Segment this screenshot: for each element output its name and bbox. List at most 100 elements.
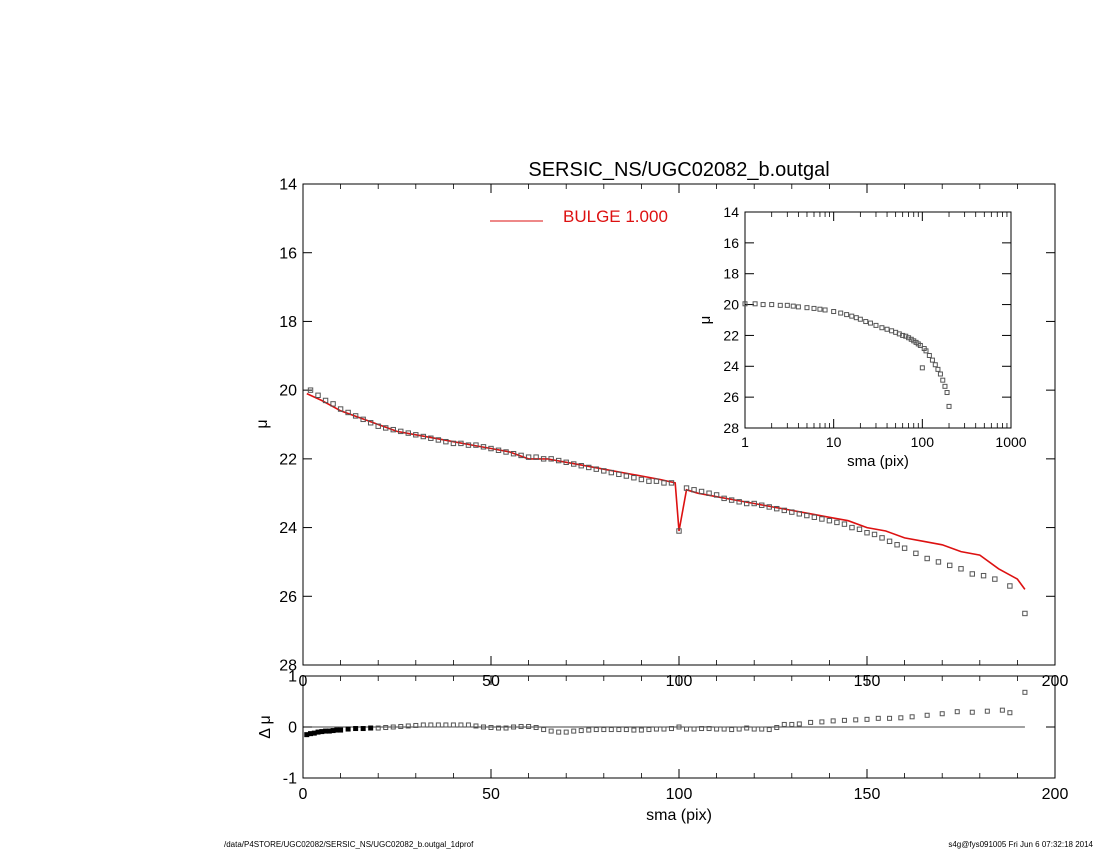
data-point xyxy=(653,478,660,484)
data-point xyxy=(631,475,637,481)
inset-data-point xyxy=(769,302,775,308)
residual-point xyxy=(875,715,881,721)
data-point xyxy=(352,413,359,419)
residual-point xyxy=(841,717,847,723)
residual-point xyxy=(563,729,569,735)
x-tick-label: 100 xyxy=(666,786,693,803)
residual-point xyxy=(766,727,772,733)
inset-data-point xyxy=(929,357,935,363)
residual-point xyxy=(541,727,547,733)
y-tick-label: 20 xyxy=(723,296,739,312)
residual-point xyxy=(668,726,674,732)
residual-point xyxy=(338,727,344,733)
main-y-axis-label: μ xyxy=(254,419,271,428)
residual-point xyxy=(578,728,584,734)
residual-point xyxy=(375,725,381,731)
inset-data-point xyxy=(900,332,906,338)
data-point xyxy=(307,387,314,393)
x-tick-label: 200 xyxy=(1042,786,1069,803)
residual-point xyxy=(496,725,502,731)
residual-point xyxy=(435,722,441,728)
residual-point xyxy=(676,724,682,730)
y-tick-label: -1 xyxy=(283,771,297,788)
residual-point xyxy=(631,727,637,733)
data-point xyxy=(586,464,592,471)
residual-point xyxy=(684,726,690,732)
residual-point xyxy=(443,722,449,728)
main-legend: BULGE 1.000 xyxy=(490,207,668,226)
x-tick-label: 50 xyxy=(482,786,500,803)
inset-data-point xyxy=(790,303,796,309)
residual-point xyxy=(954,709,960,715)
inset-x-axis-label: sma (pix) xyxy=(847,453,909,470)
data-point xyxy=(571,461,577,467)
data-point xyxy=(947,562,953,569)
data-point xyxy=(804,512,810,519)
y-tick-label: 24 xyxy=(723,358,739,374)
inset-data-point xyxy=(926,352,932,358)
data-point xyxy=(458,440,464,447)
data-point xyxy=(540,456,547,462)
residual-point xyxy=(853,717,859,723)
footer-timestamp: s4g@fys091005 Fri Jun 6 07:32:18 2014 xyxy=(948,840,1093,849)
data-point xyxy=(721,495,727,502)
residual-point xyxy=(1022,689,1028,695)
inset-data-point xyxy=(811,305,817,311)
data-point xyxy=(383,425,389,431)
data-point xyxy=(616,471,622,478)
model-line xyxy=(306,392,1026,590)
data-point xyxy=(1022,610,1028,617)
data-point xyxy=(443,438,449,445)
data-point xyxy=(796,511,803,517)
inset-data-point xyxy=(857,316,863,322)
data-point xyxy=(789,509,795,515)
residual-point xyxy=(819,719,825,725)
residual-point xyxy=(646,727,652,733)
inset-data-point xyxy=(919,365,925,371)
data-point xyxy=(743,500,750,507)
residual-point xyxy=(526,723,532,729)
residual-point xyxy=(608,727,614,733)
data-point xyxy=(518,452,524,459)
data-point xyxy=(691,487,697,493)
residual-point xyxy=(699,726,705,732)
inset-data-series xyxy=(742,301,952,409)
residual-point xyxy=(533,725,539,731)
inset-data-point xyxy=(923,348,929,354)
data-point xyxy=(510,451,517,457)
x-tick-label: 150 xyxy=(854,786,881,803)
data-point xyxy=(713,492,720,498)
data-point xyxy=(428,435,434,441)
residual-point xyxy=(808,719,814,725)
residual-point xyxy=(390,724,396,730)
y-tick-label: 0 xyxy=(288,720,297,737)
data-point xyxy=(315,392,321,398)
x-tick-label: 10 xyxy=(826,434,842,450)
residual-point xyxy=(864,716,870,722)
data-point xyxy=(1007,583,1013,589)
residual-point xyxy=(511,724,517,730)
data-point xyxy=(473,442,479,448)
inset-data-point xyxy=(935,366,941,372)
inset-data-point xyxy=(879,325,885,331)
inset-x-ticks: 1 10 100 1000 xyxy=(741,212,1027,450)
y-tick-label: 18 xyxy=(723,266,739,282)
y-tick-label: 28 xyxy=(723,420,739,436)
inset-data-point xyxy=(940,377,946,383)
data-point xyxy=(420,433,427,440)
data-point xyxy=(728,497,735,503)
residual-point xyxy=(623,727,629,733)
residual-point xyxy=(721,726,727,732)
y-tick-label: 1 xyxy=(288,669,297,686)
residual-point xyxy=(789,721,795,727)
data-point xyxy=(548,456,554,462)
data-point xyxy=(488,445,494,452)
residual-point xyxy=(744,725,750,731)
residual-point xyxy=(898,715,904,721)
inset-y-ticks: 14 16 18 20 22 24 26 28 xyxy=(723,204,1011,436)
y-tick-label: 14 xyxy=(279,177,297,194)
y-tick-label: 16 xyxy=(723,235,739,251)
data-point xyxy=(495,447,502,453)
data-point xyxy=(751,500,757,507)
